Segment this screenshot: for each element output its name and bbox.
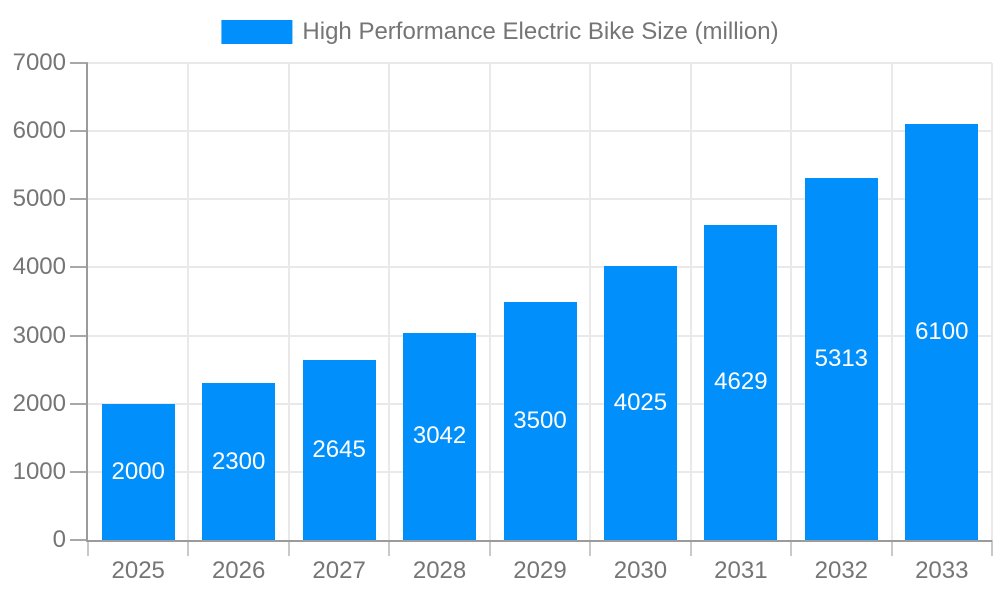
legend-item[interactable]: High Performance Electric Bike Size (mil…	[221, 18, 779, 45]
gridline-vertical	[790, 63, 793, 540]
y-tick-label: 6000	[12, 117, 66, 145]
bar[interactable]: 5313	[804, 177, 878, 540]
bar-value-label: 6100	[915, 318, 969, 346]
bar-value-label: 4629	[714, 368, 768, 396]
bar[interactable]: 6100	[905, 124, 979, 540]
y-axis-tick	[70, 539, 88, 541]
x-tick-label: 2025	[111, 557, 165, 584]
legend-swatch	[221, 20, 293, 44]
gridline-vertical	[589, 63, 592, 540]
legend-label: High Performance Electric Bike Size (mil…	[302, 18, 779, 45]
x-axis-tick	[589, 540, 592, 556]
gridline-horizontal	[88, 198, 992, 201]
bar[interactable]: 2300	[202, 383, 276, 540]
y-axis-tick	[70, 130, 88, 133]
x-tick-label: 2027	[312, 557, 366, 584]
y-tick-label: 4000	[12, 253, 66, 281]
y-axis-line	[86, 63, 88, 540]
y-tick-label: 3000	[12, 321, 66, 349]
bar[interactable]: 3500	[503, 301, 577, 540]
bar[interactable]: 3042	[403, 332, 477, 540]
y-axis-tick	[70, 402, 88, 405]
y-axis-tick	[70, 62, 88, 64]
y-tick-label: 2000	[12, 389, 66, 417]
x-tick-label: 2029	[513, 557, 567, 584]
y-tick-label: 1000	[12, 457, 66, 485]
x-axis-tick	[87, 540, 89, 556]
x-axis-tick	[388, 540, 391, 556]
bar-value-label: 2300	[211, 447, 266, 475]
bar-value-label: 5313	[814, 344, 869, 372]
bar-value-label: 4025	[613, 388, 668, 416]
x-tick-label: 2031	[714, 557, 768, 584]
gridline-vertical	[388, 63, 391, 540]
bar[interactable]: 2645	[302, 359, 376, 540]
x-axis-line	[86, 540, 992, 542]
y-axis-tick	[70, 198, 88, 201]
x-axis-tick	[790, 540, 793, 556]
x-axis-tick	[689, 540, 692, 556]
gridline-vertical	[890, 63, 893, 540]
bar-value-label: 3500	[513, 406, 567, 434]
gridline-horizontal	[88, 62, 992, 64]
gridline-vertical	[488, 63, 491, 540]
y-axis-tick	[70, 470, 88, 473]
x-tick-label: 2033	[915, 557, 969, 584]
y-tick-label: 0	[52, 526, 66, 553]
y-tick-label: 5000	[12, 185, 66, 213]
bar-value-label: 2000	[111, 457, 165, 485]
x-axis-tick	[187, 540, 190, 556]
gridline-horizontal	[88, 266, 992, 269]
x-axis-tick	[287, 540, 290, 556]
gridline-vertical	[187, 63, 190, 540]
bar[interactable]: 4629	[704, 224, 778, 540]
x-axis-tick	[890, 540, 893, 556]
gridline-vertical	[991, 63, 993, 540]
bar-value-label: 3042	[412, 422, 467, 450]
x-tick-label: 2032	[814, 557, 869, 584]
x-axis-tick	[488, 540, 491, 556]
bar[interactable]: 4025	[603, 265, 677, 540]
x-tick-label: 2028	[412, 557, 467, 584]
y-tick-label: 7000	[12, 49, 66, 76]
bar-value-label: 2645	[312, 435, 366, 463]
gridline-vertical	[689, 63, 692, 540]
y-axis-tick	[70, 266, 88, 269]
gridline-vertical	[287, 63, 290, 540]
x-axis-tick	[991, 540, 993, 556]
bar[interactable]: 2000	[101, 403, 175, 540]
gridline-horizontal	[88, 130, 992, 133]
y-axis-tick	[70, 334, 88, 337]
x-tick-label: 2030	[613, 557, 668, 584]
x-tick-label: 2026	[211, 557, 266, 584]
